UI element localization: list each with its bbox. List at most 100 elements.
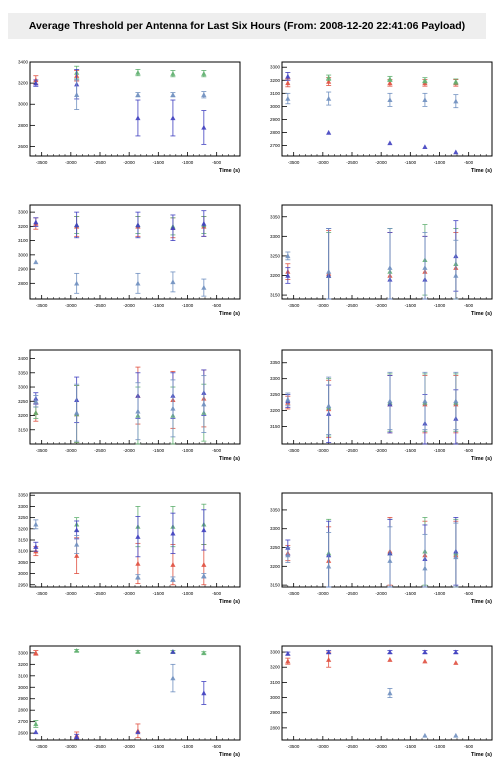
data-point-green bbox=[326, 75, 332, 80]
data-point-steel bbox=[74, 410, 80, 415]
x-tick-label: -2500 bbox=[346, 448, 358, 453]
x-tick-label: -3000 bbox=[317, 744, 329, 749]
y-tick-label: 3200 bbox=[18, 526, 29, 531]
y-tick-label: 3200 bbox=[18, 413, 29, 418]
data-point-green bbox=[170, 71, 176, 76]
x-tick-label: -1000 bbox=[182, 160, 194, 165]
chart-panel-4: -3500 -3000 -2500 -2000 -1500 -1000 -500 3150 32… bbox=[270, 204, 493, 317]
data-point-steel bbox=[453, 732, 459, 738]
data-point-blue bbox=[33, 80, 39, 86]
y-tick-label: 2900 bbox=[18, 267, 29, 272]
x-tick-label: -500 bbox=[464, 591, 474, 596]
x-tick-label: -500 bbox=[212, 160, 222, 165]
y-tick-label: 3400 bbox=[18, 60, 29, 65]
x-tick-label: -3000 bbox=[317, 160, 329, 165]
plot-frame bbox=[29, 61, 241, 157]
y-tick-label: 3300 bbox=[18, 650, 29, 655]
data-point-steel bbox=[33, 521, 39, 527]
data-point-steel bbox=[74, 92, 80, 97]
y-tick-label: 3000 bbox=[18, 252, 29, 257]
y-tick-label: 3050 bbox=[18, 560, 29, 565]
x-tick-label: -1000 bbox=[182, 448, 194, 453]
data-point-steel bbox=[453, 272, 459, 278]
y-tick-label: 3300 bbox=[270, 650, 281, 655]
data-point-blue bbox=[422, 649, 428, 655]
y-tick-label: 3150 bbox=[270, 424, 281, 429]
y-tick-label: 3350 bbox=[18, 370, 29, 375]
x-tick-label: -1000 bbox=[182, 591, 194, 596]
y-tick-label: 3200 bbox=[18, 81, 29, 86]
y-tick-label: 3000 bbox=[18, 571, 29, 576]
y-tick-label: 3350 bbox=[270, 360, 281, 365]
y-tick-label: 3150 bbox=[270, 293, 281, 298]
data-point-red bbox=[422, 658, 428, 664]
x-axis-label: Time (s) bbox=[471, 311, 492, 317]
plot-frame bbox=[29, 645, 241, 741]
data-point-blue bbox=[33, 219, 39, 225]
data-point-steel bbox=[170, 405, 176, 411]
data-point-steel bbox=[201, 401, 207, 407]
data-point-steel bbox=[387, 398, 393, 404]
data-point-red bbox=[135, 560, 141, 566]
x-tick-label: -3500 bbox=[288, 591, 300, 596]
data-point-steel bbox=[326, 403, 332, 408]
x-axis-label: Time (s) bbox=[219, 168, 240, 174]
y-tick-label: 3200 bbox=[270, 78, 281, 83]
data-point-blue bbox=[135, 729, 141, 735]
data-point-blue bbox=[135, 222, 141, 228]
x-tick-label: -3500 bbox=[288, 303, 300, 308]
data-point-blue bbox=[170, 530, 176, 536]
y-tick-label: 3350 bbox=[270, 214, 281, 219]
x-tick-label: -500 bbox=[464, 744, 474, 749]
y-tick-label: 3150 bbox=[270, 583, 281, 588]
data-point-blue bbox=[326, 129, 332, 135]
data-point-steel bbox=[201, 573, 207, 579]
x-tick-label: -3000 bbox=[317, 591, 329, 596]
chart-panel-2: -3500 -3000 -2500 -2000 -1500 -1000 -500 2700 28… bbox=[270, 61, 493, 174]
plot-frame bbox=[29, 492, 241, 588]
x-tick-label: -3000 bbox=[65, 448, 77, 453]
data-point-blue bbox=[285, 650, 291, 656]
x-tick-label: -3500 bbox=[288, 160, 300, 165]
y-tick-label: 2800 bbox=[18, 708, 29, 713]
x-axis-label: Time (s) bbox=[471, 752, 492, 758]
data-point-blue bbox=[285, 73, 291, 79]
chart-panel-1: -3500 -3000 -2500 -2000 -1500 -1000 -500 2600 28… bbox=[18, 60, 241, 174]
data-point-steel bbox=[170, 675, 176, 681]
y-tick-label: 3100 bbox=[18, 549, 29, 554]
data-point-red bbox=[453, 660, 459, 665]
y-tick-label: 3300 bbox=[18, 210, 29, 215]
y-tick-label: 3400 bbox=[18, 356, 29, 361]
x-tick-label: -1500 bbox=[405, 591, 417, 596]
x-tick-label: -2000 bbox=[375, 448, 387, 453]
data-point-steel bbox=[135, 408, 141, 414]
data-point-steel bbox=[285, 253, 291, 259]
y-tick-label: 2900 bbox=[270, 710, 281, 715]
x-tick-label: -2000 bbox=[123, 744, 135, 749]
plot-frame bbox=[281, 204, 493, 300]
data-point-steel bbox=[422, 732, 428, 738]
x-tick-label: -3500 bbox=[36, 303, 48, 308]
data-point-blue bbox=[74, 222, 80, 228]
x-tick-label: -2000 bbox=[123, 448, 135, 453]
x-tick-label: -2500 bbox=[346, 303, 358, 308]
y-tick-label: 3350 bbox=[18, 493, 29, 498]
data-point-blue bbox=[453, 649, 459, 655]
data-point-red bbox=[387, 80, 393, 86]
data-point-steel bbox=[33, 259, 39, 265]
y-tick-label: 2700 bbox=[18, 719, 29, 724]
x-tick-label: -500 bbox=[212, 744, 222, 749]
data-point-blue bbox=[74, 733, 80, 739]
y-tick-label: 3200 bbox=[18, 662, 29, 667]
data-point-red bbox=[201, 562, 207, 567]
y-tick-label: 2800 bbox=[18, 123, 29, 128]
data-point-blue bbox=[135, 534, 141, 539]
y-tick-label: 3100 bbox=[270, 91, 281, 96]
plot-frame bbox=[281, 645, 493, 741]
x-tick-label: -2000 bbox=[123, 591, 135, 596]
data-point-green bbox=[135, 649, 141, 654]
data-point-green bbox=[201, 71, 207, 76]
data-point-steel bbox=[285, 396, 291, 402]
data-point-green bbox=[33, 721, 39, 727]
